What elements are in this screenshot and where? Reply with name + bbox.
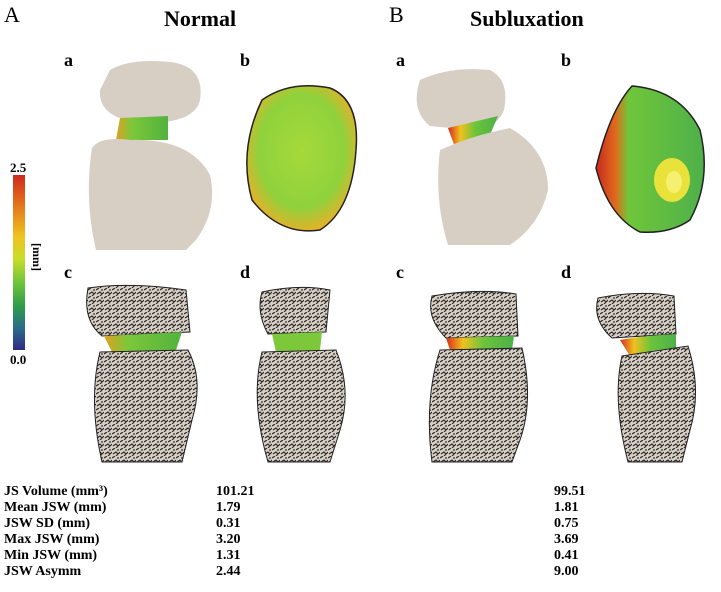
sublux-max: 3.69 bbox=[554, 532, 579, 547]
normal-mean: 1.79 bbox=[216, 500, 241, 515]
sublux-mean: 1.81 bbox=[554, 500, 579, 515]
sublux-min: 0.41 bbox=[554, 548, 579, 563]
stat-label-min: Min JSW (mm) bbox=[4, 548, 98, 563]
normal-sd: 0.31 bbox=[216, 516, 241, 531]
normal-sub-b: b bbox=[240, 50, 251, 70]
sublux-c-section bbox=[428, 290, 528, 463]
sublux-asymm: 9.00 bbox=[554, 564, 579, 579]
stat-label-max: Max JSW (mm) bbox=[4, 532, 100, 547]
panel-title-subluxation: Subluxation bbox=[470, 6, 584, 31]
stats-subluxation: 99.51 1.81 0.75 3.69 0.41 9.00 bbox=[554, 484, 586, 580]
normal-c-section bbox=[86, 284, 198, 463]
bone-renderings bbox=[86, 61, 705, 463]
stat-label-mean: Mean JSW (mm) bbox=[4, 500, 107, 515]
stat-label-asymm: JSW Asymm bbox=[4, 564, 82, 579]
stats-normal: 101.21 1.79 0.31 3.20 1.31 2.44 bbox=[216, 484, 255, 580]
scale-max-label: 2.5 bbox=[10, 160, 27, 175]
sublux-sub-c: c bbox=[396, 262, 404, 282]
stat-label-volume: JS Volume (mm³) bbox=[4, 484, 108, 499]
scale-min-label: 0.0 bbox=[10, 352, 27, 367]
panel-letter-a: A bbox=[4, 2, 20, 27]
stat-label-sd: JSW SD (mm) bbox=[4, 516, 91, 531]
normal-min: 1.31 bbox=[216, 548, 241, 563]
normal-asymm: 2.44 bbox=[216, 564, 241, 579]
normal-max: 3.20 bbox=[216, 532, 241, 547]
sublux-sd: 0.75 bbox=[554, 516, 579, 531]
panel-title-normal: Normal bbox=[164, 6, 237, 31]
normal-sub-d: d bbox=[240, 262, 251, 282]
sublux-sub-b: b bbox=[561, 50, 572, 70]
stats-labels: JS Volume (mm³) Mean JSW (mm) JSW SD (mm… bbox=[4, 484, 108, 580]
normal-b-surface bbox=[246, 85, 358, 232]
sublux-sub-a: a bbox=[396, 50, 405, 70]
normal-a-joint bbox=[88, 61, 213, 250]
normal-sub-a: a bbox=[64, 50, 73, 70]
panel-letter-b: B bbox=[389, 2, 404, 27]
normal-sub-c: c bbox=[64, 262, 72, 282]
color-scale-bar bbox=[13, 175, 25, 350]
sublux-a-joint bbox=[416, 69, 548, 245]
sublux-sub-d: d bbox=[561, 262, 572, 282]
sublux-b-surface bbox=[595, 85, 705, 233]
sublux-volume: 99.51 bbox=[554, 484, 586, 499]
normal-d-section bbox=[256, 286, 346, 463]
normal-volume: 101.21 bbox=[216, 484, 255, 499]
sublux-d-section bbox=[596, 292, 696, 463]
